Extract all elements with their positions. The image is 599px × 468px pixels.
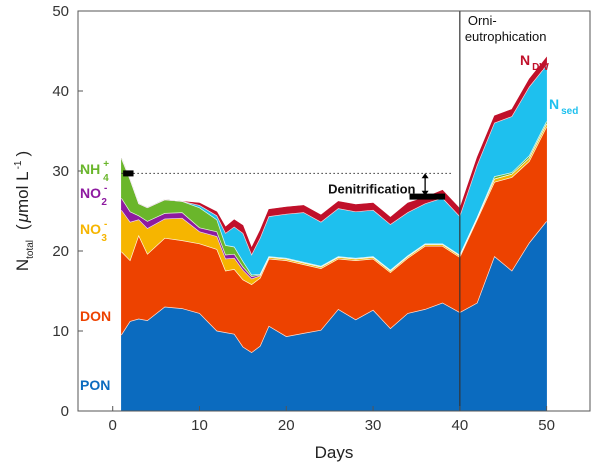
y-axis-label-mu: μ [13,212,32,223]
series-label-ndw: N DW [520,52,549,73]
y-tick-label: 0 [61,403,69,420]
series-label-no2: NO - 2 [80,183,107,208]
series-label-pon: PON [80,377,110,393]
y-axis-label-sub: total [25,240,36,259]
plot-frame [77,10,591,412]
y-axis-label: Ntotal (μmol L -1) [13,151,36,271]
x-tick-label: 20 [278,417,295,434]
layer-boundary-nsed [121,65,547,256]
series-label-main: DON [80,308,111,324]
x-axis-label: Days [315,443,354,462]
orni-eutrophication-label-line2: eutrophication [465,29,547,44]
y-axis-label-open: ( [13,224,32,230]
x-tick-label: 10 [191,417,208,434]
x-tick-label: 0 [109,417,117,434]
denitrification-arrow-head-down [421,190,429,196]
series-label-sub: DW [532,62,549,73]
series-label-main: N [520,52,530,68]
y-axis-label-unit: mol L [13,171,32,213]
series-label-main: N [549,96,559,112]
x-tick-label: 40 [451,417,468,434]
series-label-sub: 2 [101,197,107,208]
orni-eutrophication-label-line1: Orni- [468,13,497,28]
y-tick-label: 20 [52,243,69,260]
annotation-layer [121,11,461,411]
series-label-sup: - [104,183,107,194]
series-label-sub: 3 [101,233,107,244]
area-layers [121,56,547,412]
y-tick-label: 10 [52,323,69,340]
denitrification-marker [409,193,446,200]
series-label-don: DON [80,308,111,324]
y-axis-label-close: ) [13,151,32,157]
series-label-main: NO [80,185,101,201]
series-label-nh4: NH +4 [80,159,109,184]
x-tick-label: 50 [538,417,555,434]
denitrification-arrow-head-up [421,173,429,179]
series-label-main: PON [80,377,110,393]
y-tick-label: 30 [52,163,69,180]
layer-boundary-don [121,126,547,286]
series-label-no3: NO - 3 [80,219,107,244]
y-tick-label: 50 [52,3,69,20]
y-axis-label-main: N [13,259,32,271]
series-label-sup: + [103,159,109,170]
series-label-main: NO [80,221,101,237]
series-label-sub: sed [561,106,578,117]
x-tick-label: 30 [365,417,382,434]
series-label-sub: 4 [103,173,109,184]
layer-boundary-pon [121,221,547,354]
series-label-main: NH [80,161,100,177]
y-tick-label: 40 [52,83,69,100]
y-axis-label-exp: -1 [13,160,24,169]
series-label-sup: - [104,219,107,230]
tick-layer: 0 10 20 30 40 50 0 10 20 30 40 50 [52,3,555,434]
denitrification-label: Denitrification [328,182,415,197]
initial-total-marker [123,170,134,177]
